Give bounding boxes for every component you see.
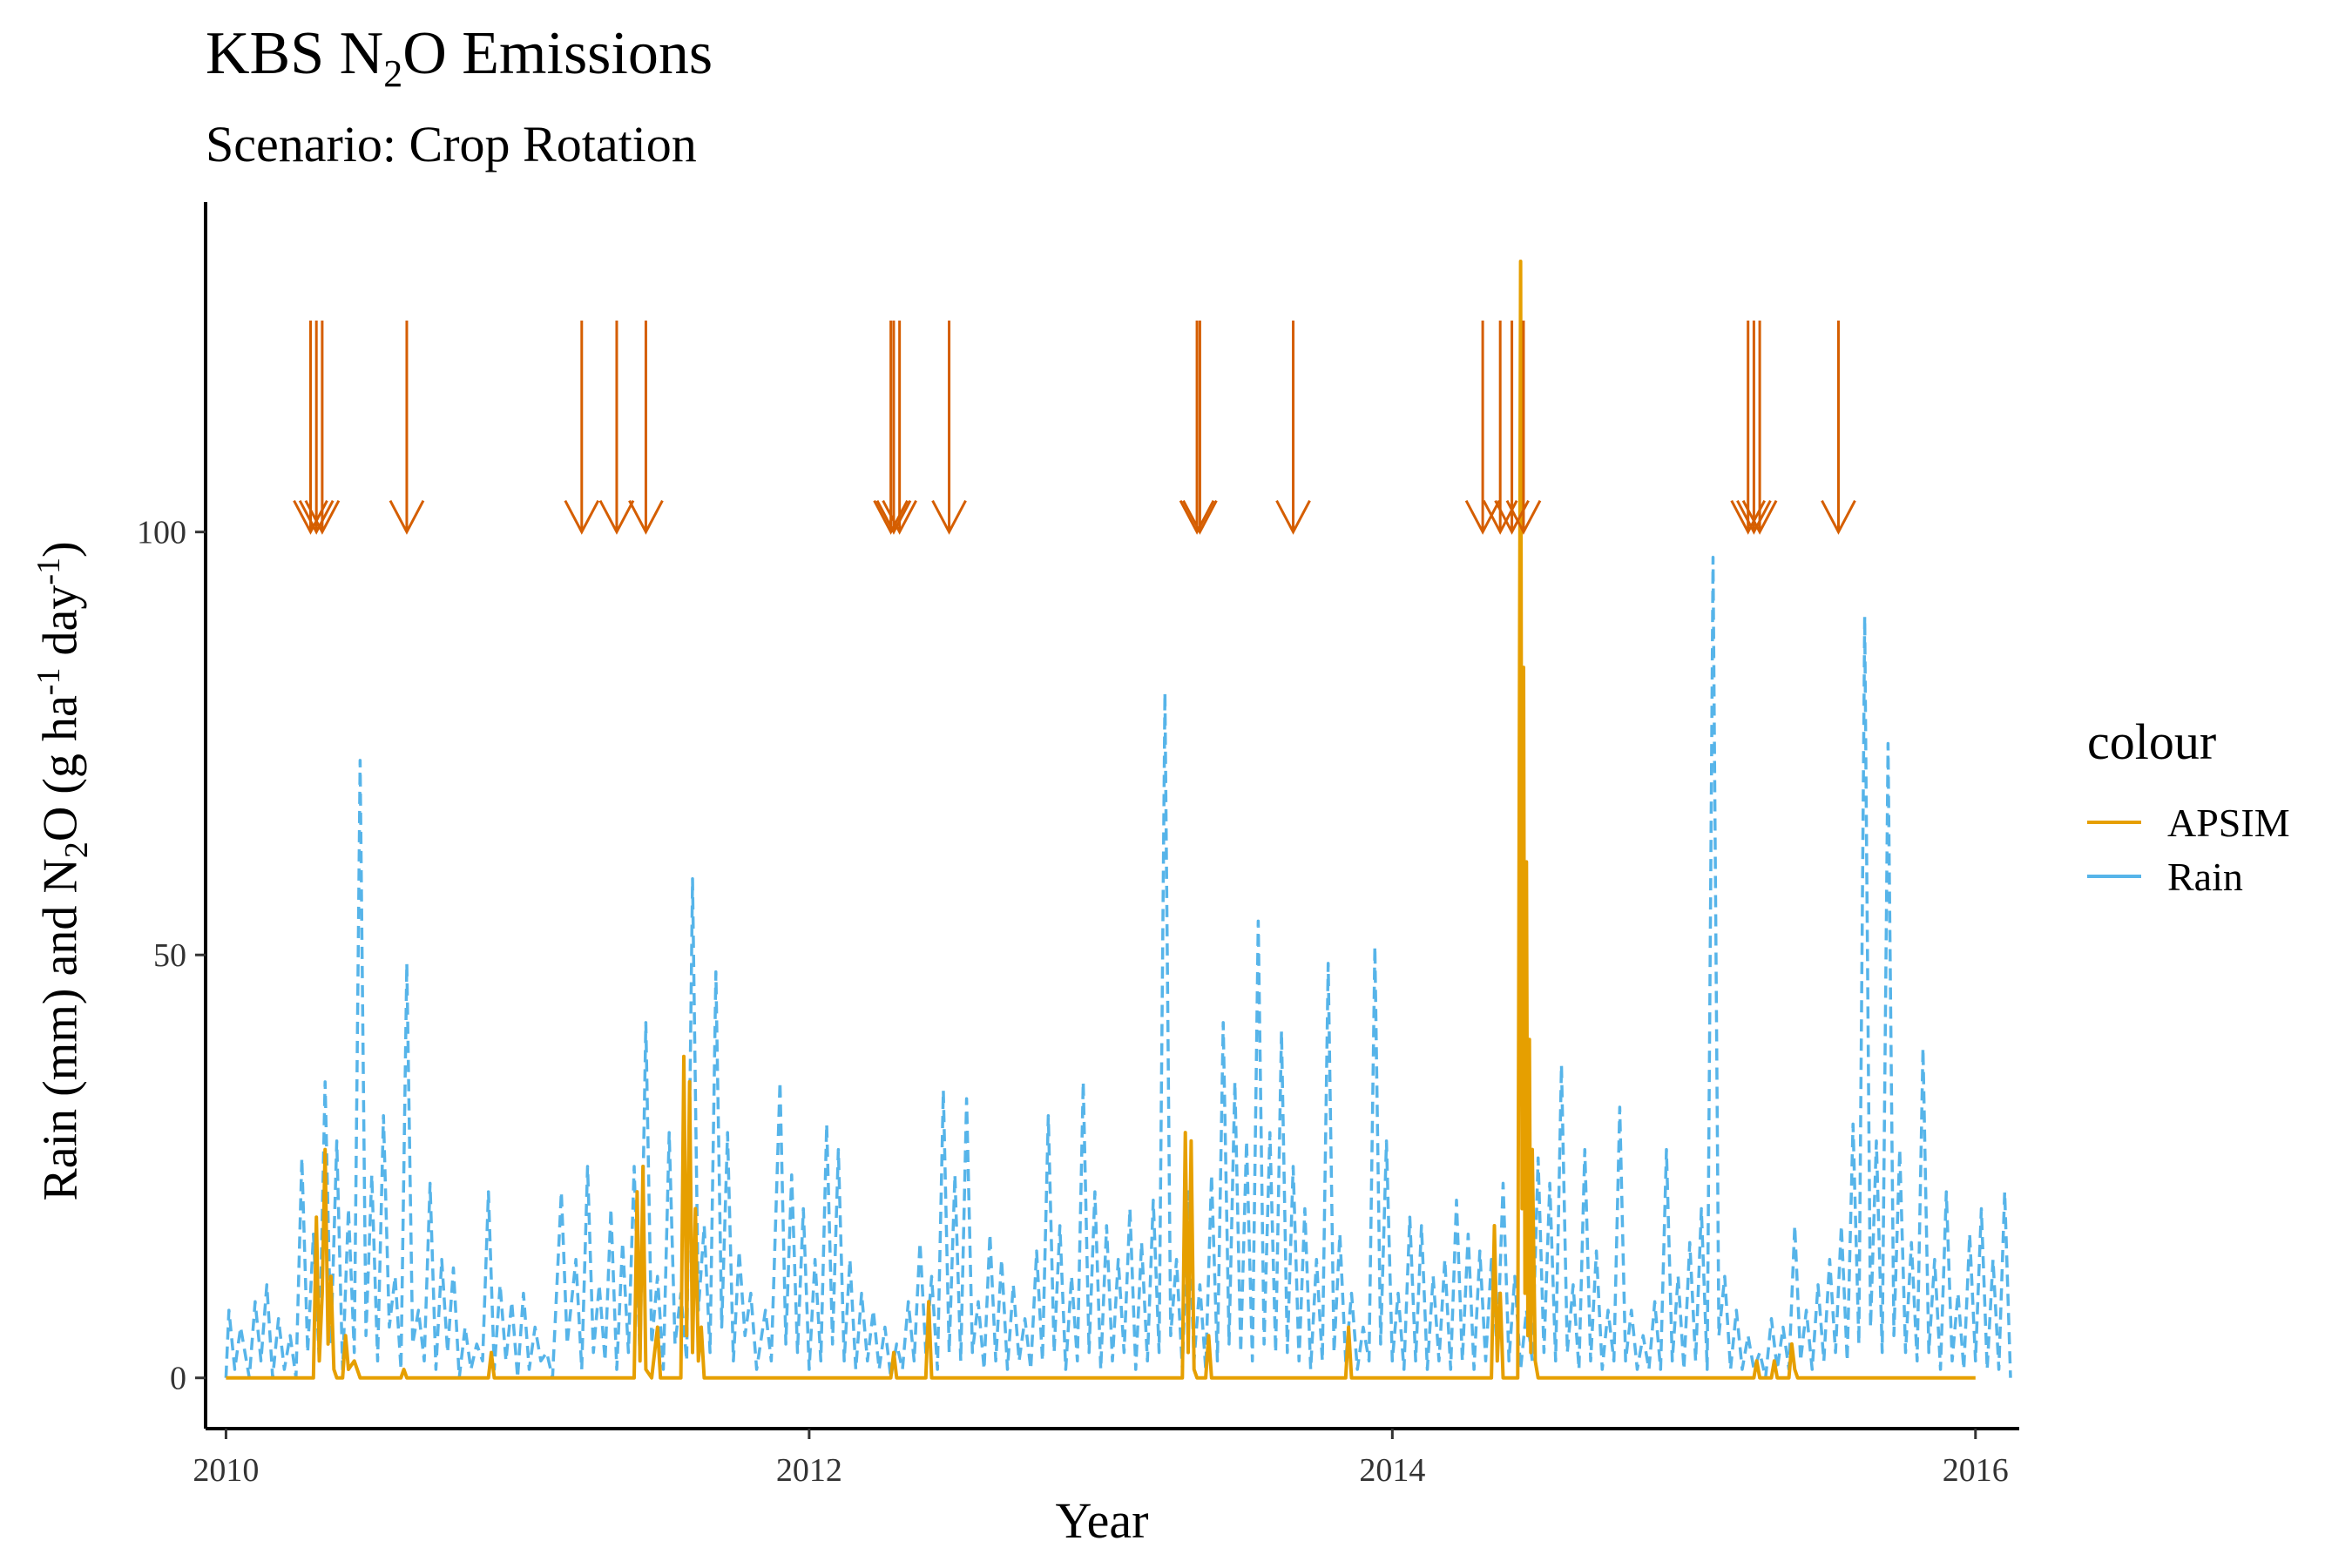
event-arrow-19: [1736, 320, 1772, 535]
event-arrow-1: [298, 320, 335, 535]
event-arrow-2: [304, 320, 341, 535]
plot-lines: [224, 260, 2012, 1380]
y-tick-label-0: 0: [170, 1361, 186, 1397]
x-axis-label: Year: [1055, 1492, 1149, 1549]
series-line-rain: [224, 556, 2012, 1380]
axes: [204, 202, 2019, 1430]
y-tick-label-2: 100: [137, 515, 186, 551]
chart-subtitle: Scenario: Crop Rotation: [206, 116, 697, 172]
legend-key-rain: [2087, 875, 2141, 878]
legend-item-apsim: APSIM: [2087, 795, 2290, 849]
y-tick-label-1: 50: [153, 937, 186, 974]
legend-item-rain: Rain: [2087, 849, 2290, 903]
event-arrow-14: [1464, 320, 1501, 535]
event-arrow-17: [1505, 320, 1542, 535]
x-tick-label-3: 2016: [1943, 1452, 2009, 1489]
event-arrow-13: [1275, 320, 1311, 535]
event-arrow-6: [628, 320, 664, 535]
event-arrow-5: [598, 320, 635, 535]
event-arrow-20: [1741, 320, 1778, 535]
event-arrow-21: [1821, 320, 1856, 535]
event-arrow-12: [1182, 320, 1218, 535]
legend-label-apsim: APSIM: [2167, 800, 2290, 845]
x-tick-label-2: 2014: [1359, 1452, 1425, 1489]
legend: colour APSIM Rain: [2087, 713, 2290, 903]
x-tick-label-0: 2010: [193, 1452, 259, 1489]
legend-label-rain: Rain: [2167, 854, 2243, 899]
series-line-apsim: [226, 260, 1976, 1380]
tick-labels: 2010 2012 2014 2016 0 50 100: [137, 515, 2009, 1489]
event-arrow-4: [564, 320, 600, 535]
chart-title: KBS N2O Emissions: [206, 20, 713, 95]
x-tick-label-1: 2012: [776, 1452, 842, 1489]
legend-title: colour: [2087, 713, 2217, 770]
event-arrow-3: [389, 320, 425, 535]
legend-key-apsim: [2087, 821, 2141, 824]
event-arrow-8: [875, 320, 912, 535]
event-arrow-7: [873, 320, 909, 535]
y-axis-label: Rain (mm) and N2O (g ha-1 day-1): [30, 541, 95, 1201]
event-arrow-10: [931, 320, 967, 535]
event-arrows: [293, 320, 1856, 535]
event-arrow-9: [882, 320, 917, 535]
event-arrow-11: [1179, 320, 1215, 535]
